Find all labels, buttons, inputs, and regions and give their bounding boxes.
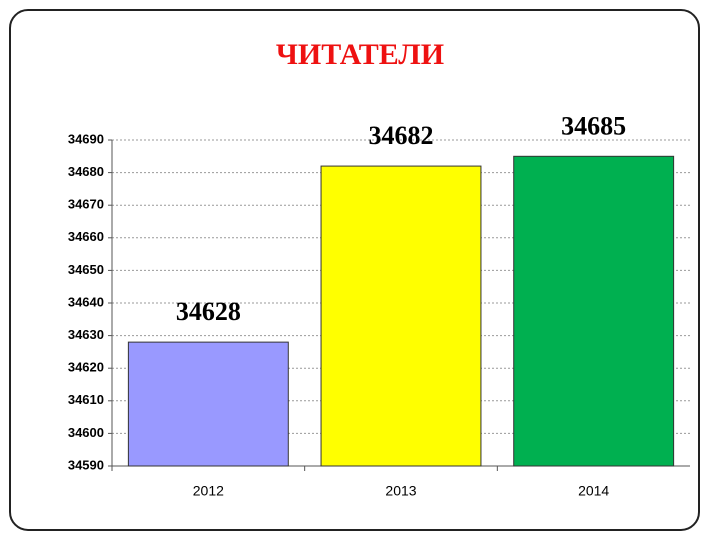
y-tick-label: 34610 xyxy=(68,392,104,407)
bar xyxy=(127,341,289,467)
y-tick-label: 34590 xyxy=(68,457,104,472)
y-tick-label: 34620 xyxy=(68,360,104,375)
y-tick-label: 34690 xyxy=(68,131,104,146)
y-tick-label: 34600 xyxy=(68,425,104,440)
x-tick-label: 2013 xyxy=(385,483,416,499)
data-label: 34682 xyxy=(369,121,434,150)
bar xyxy=(320,165,482,467)
x-tick-label: 2012 xyxy=(193,483,224,499)
y-tick-label: 34670 xyxy=(68,197,104,212)
chart-title: ЧИТАТЕЛИ xyxy=(276,38,444,71)
data-label: 34685 xyxy=(561,111,626,140)
y-tick-label: 34630 xyxy=(68,327,104,342)
y-tick-label: 34640 xyxy=(68,294,104,309)
data-label: 34628 xyxy=(176,297,241,326)
y-tick-label: 34660 xyxy=(68,229,104,244)
y-tick-label: 34680 xyxy=(68,164,104,179)
y-tick-label: 34650 xyxy=(68,262,104,277)
bar xyxy=(513,155,675,467)
x-tick-label: 2014 xyxy=(578,483,609,499)
